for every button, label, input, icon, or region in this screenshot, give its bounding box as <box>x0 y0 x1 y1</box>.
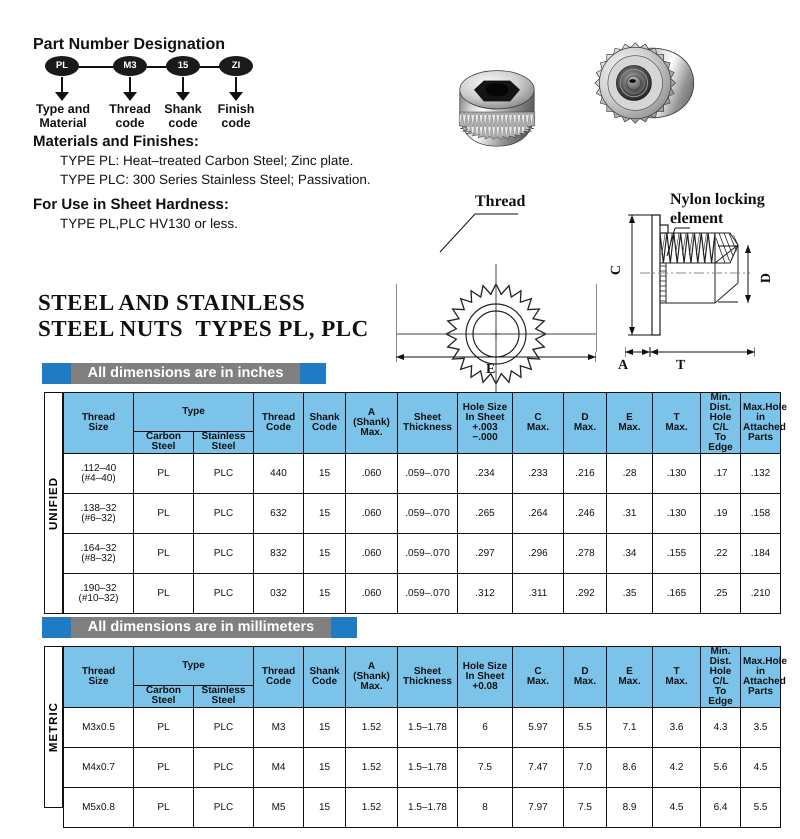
svg-text:D: D <box>759 273 774 283</box>
svg-text:C: C <box>609 265 624 275</box>
